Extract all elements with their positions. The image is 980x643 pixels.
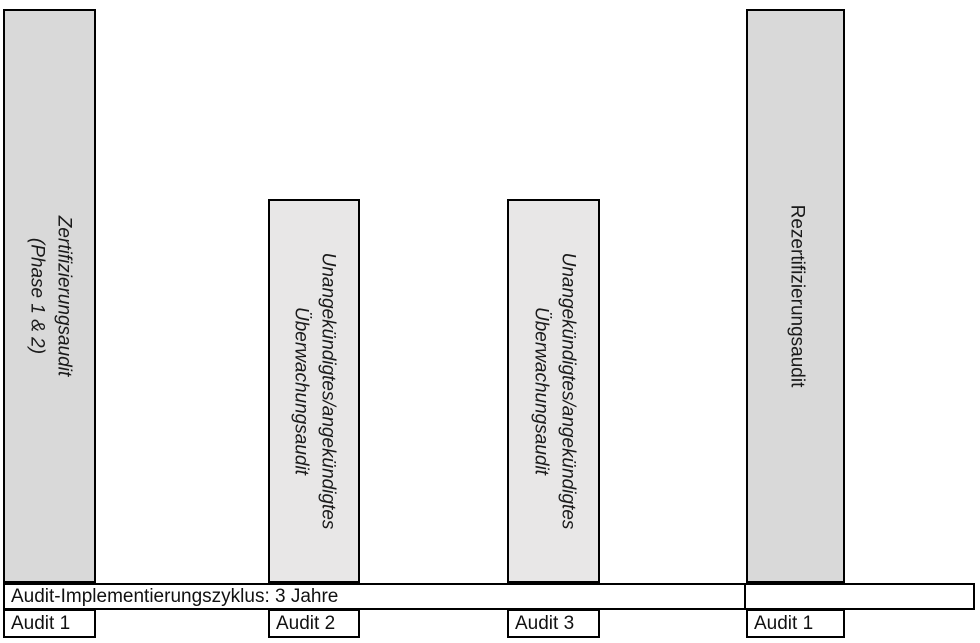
- audit-box-3: Audit 3: [507, 609, 600, 638]
- bar-rezertifizierungsaudit: Rezertifizierungsaudit: [746, 9, 845, 583]
- bar-rezertifizierungsaudit-label: Rezertifizierungsaudit: [782, 205, 809, 388]
- audit-box-2-label: Audit 2: [276, 612, 336, 634]
- audit-box-3-label: Audit 3: [515, 612, 575, 634]
- audit-box-4-label: Audit 1: [754, 612, 814, 634]
- bar-label-line2: Überwachungsaudit: [530, 307, 552, 475]
- cycle-band-right-segment: [744, 583, 975, 610]
- cycle-band-label: Audit-Implementierungszyklus: 3 Jahre: [11, 585, 339, 607]
- bar-label-line1: Rezertifizierungsaudit: [785, 204, 807, 388]
- bar-label-line2: (Phase 1 & 2): [26, 237, 48, 355]
- audit-box-4: Audit 1: [746, 609, 845, 638]
- bar-ueberwachungsaudit-2: Unangekündigtes/angekündigtes Überwachun…: [507, 199, 600, 583]
- bar-label-line2: Überwachungsaudit: [291, 307, 312, 475]
- bar-ueberwachungsaudit-1-label: Unangekündigtes/angekündigtes Überwachun…: [287, 253, 340, 530]
- bar-label-line1: Zertifizierungsaudit: [53, 215, 75, 377]
- bar-ueberwachungsaudit-2-label: Unangekündigtes/angekündigtes Überwachun…: [527, 253, 580, 530]
- audit-box-1-label: Audit 1: [11, 612, 71, 634]
- bar-ueberwachungsaudit-1: Unangekündigtes/angekündigtes Überwachun…: [268, 199, 360, 583]
- audit-box-1: Audit 1: [3, 609, 96, 638]
- cycle-band: Audit-Implementierungszyklus: 3 Jahre: [3, 583, 746, 610]
- audit-box-2: Audit 2: [268, 609, 360, 638]
- bar-label-line1: Unangekündigtes/angekündigtes: [557, 252, 579, 530]
- bar-zertifizierungsaudit-label: Zertifizierungsaudit (Phase 1 & 2): [23, 216, 76, 377]
- bar-label-line1: Unangekündigtes/angekündigtes: [317, 252, 339, 530]
- bar-zertifizierungsaudit: Zertifizierungsaudit (Phase 1 & 2): [3, 9, 96, 583]
